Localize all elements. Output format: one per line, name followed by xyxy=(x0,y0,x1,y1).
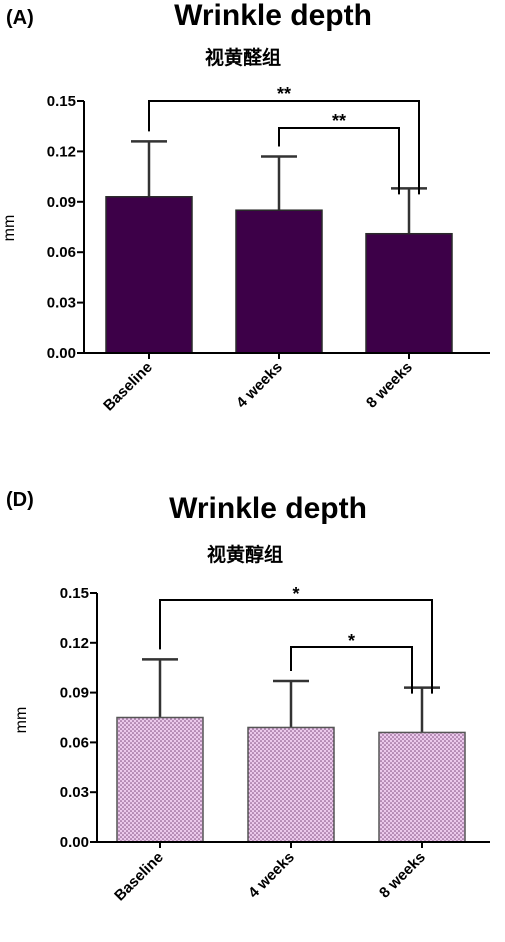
bar xyxy=(105,196,193,354)
chart-title: Wrinkle depth xyxy=(174,0,372,32)
bar xyxy=(365,232,453,354)
y-tick-label: 0.00 xyxy=(47,345,76,362)
panel-label: (D) xyxy=(6,489,34,511)
bar xyxy=(247,726,335,843)
y-tick-label: 0.09 xyxy=(47,194,76,211)
chart-panel-a: (A) Wrinkle depth 视黄醛组 mm 0.000.030.060.… xyxy=(1,0,490,414)
chart-subtitle: 视黄醛组 xyxy=(205,46,281,69)
significance-bracket xyxy=(290,646,413,694)
chart-panel-d: (D) Wrinkle depth 视黄醇组 mm 0.000.030.060.… xyxy=(6,489,490,904)
x-tick-label: 8 weeks xyxy=(376,849,429,902)
x-tick-label: 4 weeks xyxy=(245,849,298,902)
y-tick-label: 0.03 xyxy=(60,784,89,801)
y-tick-label: 0.12 xyxy=(60,635,89,652)
significance-label: * xyxy=(348,631,355,651)
significance-label: ** xyxy=(277,84,291,104)
y-tick-label: 0.12 xyxy=(47,143,76,160)
bar xyxy=(378,731,466,843)
y-tick-label: 0.15 xyxy=(60,585,89,602)
significance-bracket xyxy=(278,127,400,195)
bar xyxy=(116,716,204,843)
y-tick-label: 0.03 xyxy=(47,295,76,312)
x-tick-label: Baseline xyxy=(100,359,156,415)
significance-bracket xyxy=(159,599,433,694)
y-tick-label: 0.09 xyxy=(60,685,89,702)
x-tick-label: 8 weeks xyxy=(363,359,416,412)
significance-label: * xyxy=(292,584,299,604)
chart-subtitle: 视黄醇组 xyxy=(207,543,283,566)
chart-title: Wrinkle depth xyxy=(169,492,367,525)
y-axis-label: mm xyxy=(1,215,18,242)
plot-area: 0.00 0.03 0.06 0.09 0.12 0.15 Baseline 4 weeks 8… xyxy=(60,584,490,904)
significance-bracket xyxy=(148,100,420,195)
y-tick-label: 0.06 xyxy=(47,244,76,261)
plot-area: 0.00 0.03 0.06 0.09 0.12 0.15 Baseline 4 weeks 8… xyxy=(47,84,490,414)
y-axis-label: mm xyxy=(13,707,30,734)
panel-label: (A) xyxy=(6,7,34,29)
significance-label: ** xyxy=(332,111,346,131)
y-tick-label: 0.06 xyxy=(60,734,89,751)
y-tick-label: 0.00 xyxy=(60,834,89,851)
x-tick-label: Baseline xyxy=(111,849,167,905)
y-tick-label: 0.15 xyxy=(47,93,76,110)
bar xyxy=(235,209,323,354)
x-tick-label: 4 weeks xyxy=(233,359,286,412)
